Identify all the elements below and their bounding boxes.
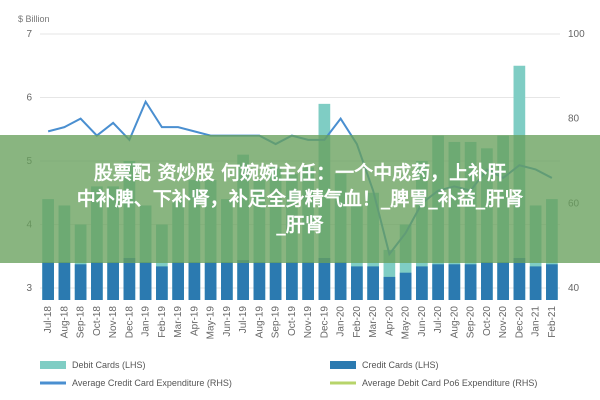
x-tick-label: Dec-18 [124, 306, 135, 339]
x-tick-label: Aug-18 [59, 306, 70, 339]
x-tick-label: Jul-20 [433, 306, 444, 334]
credit-bar [513, 258, 526, 300]
x-tick-label: Jun-19 [222, 306, 233, 337]
overlay-banner: 股票配 资炒股 何婉婉主任：一个中成药，上补肝 中补脾、下补肾，补足全身精气血！… [0, 135, 600, 263]
x-tick-label: Mar-20 [368, 306, 379, 338]
credit-bar [188, 262, 201, 300]
banner-line-3: _肝肾 [276, 214, 324, 236]
x-tick-label: Feb-20 [352, 306, 363, 338]
banner-line-1: 股票配 资炒股 何婉婉主任：一个中成药，上补肝 [93, 162, 507, 184]
x-tick-label: Feb-21 [547, 306, 558, 338]
legend-label: Average Credit Card Expenditure (RHS) [72, 378, 232, 388]
credit-bar [432, 264, 444, 300]
x-tick-label: Apr-19 [189, 306, 200, 336]
left-axis-unit: $ Billion [18, 14, 50, 24]
x-tick-label: Sep-18 [76, 306, 87, 339]
y-left-tick-label: 7 [26, 29, 32, 40]
credit-bar [58, 262, 71, 300]
legend-swatch [40, 361, 66, 369]
credit-bar [464, 264, 477, 300]
credit-bar [269, 262, 282, 300]
credit-bar [497, 262, 509, 300]
credit-bar [253, 262, 266, 300]
x-tick-label: Jul-18 [43, 306, 54, 334]
credit-bar [91, 262, 103, 300]
axis-ticks: 34567406080100Jul-18Aug-18Sep-18Oct-18No… [26, 29, 585, 339]
credit-bar [286, 262, 298, 300]
debit-bar [383, 249, 396, 300]
y-right-tick-label: 100 [568, 29, 585, 40]
x-tick-label: Sep-19 [271, 306, 282, 339]
x-tick-label: Dec-19 [319, 306, 330, 339]
banner-line-2: 中补脾、下补肾，补足全身精气血！_脾胃_补益_肝肾 [76, 188, 524, 210]
credit-bar [416, 266, 428, 300]
credit-bar [139, 262, 152, 300]
credit-bar [318, 258, 331, 300]
credit-bar [172, 262, 184, 300]
x-tick-label: Nov-18 [108, 306, 119, 339]
x-tick-label: Jan-21 [531, 306, 542, 337]
credit-bar [448, 264, 461, 300]
credit-bar [123, 258, 136, 300]
x-tick-label: Aug-20 [449, 306, 460, 339]
x-tick-label: Nov-20 [498, 306, 509, 339]
y-left-tick-label: 6 [26, 93, 32, 104]
x-tick-label: Apr-20 [384, 306, 395, 336]
x-tick-label: Feb-19 [157, 306, 168, 338]
legend-label: Credit Cards (LHS) [362, 360, 439, 370]
x-tick-label: Dec-20 [514, 306, 525, 339]
credit-bar [481, 262, 493, 300]
credit-bar [156, 266, 168, 300]
x-tick-label: May-19 [206, 306, 217, 340]
legend-label: Debit Cards (LHS) [72, 360, 146, 370]
x-tick-label: May-20 [401, 306, 412, 340]
credit-bar [351, 266, 363, 300]
x-tick-label: Jan-20 [336, 306, 347, 337]
credit-bar [334, 262, 347, 300]
credit-bar [546, 264, 558, 300]
x-tick-label: Mar-19 [173, 306, 184, 338]
credit-bar [221, 262, 233, 300]
credit-bar [529, 266, 542, 300]
credit-bar [367, 266, 379, 300]
x-tick-label: Jul-19 [238, 306, 249, 334]
x-tick-label: Nov-19 [303, 306, 314, 339]
legend: Debit Cards (LHS) Credit Cards (LHS) Avera… [40, 360, 537, 388]
credit-bar [237, 260, 249, 300]
credit-bar [204, 262, 217, 300]
x-tick-label: Jan-19 [141, 306, 152, 337]
credit-bar [107, 262, 119, 300]
x-tick-label: Oct-20 [482, 306, 493, 336]
y-right-tick-label: 80 [568, 114, 580, 125]
legend-swatch [330, 361, 356, 369]
x-tick-label: Oct-18 [92, 306, 103, 336]
x-tick-label: Oct-19 [287, 306, 298, 336]
x-tick-label: Sep-20 [466, 306, 477, 339]
credit-bar [74, 264, 87, 300]
credit-bar [383, 276, 396, 300]
credit-bar [302, 262, 314, 300]
credit-bar [42, 262, 54, 300]
y-right-tick-label: 40 [568, 283, 580, 294]
credit-bar [399, 272, 412, 300]
x-tick-label: Aug-19 [254, 306, 265, 339]
y-left-tick-label: 3 [26, 283, 32, 294]
legend-label: Average Debit Card Po6 Expenditure (RHS) [362, 378, 537, 388]
x-tick-label: Jun-20 [417, 306, 428, 337]
